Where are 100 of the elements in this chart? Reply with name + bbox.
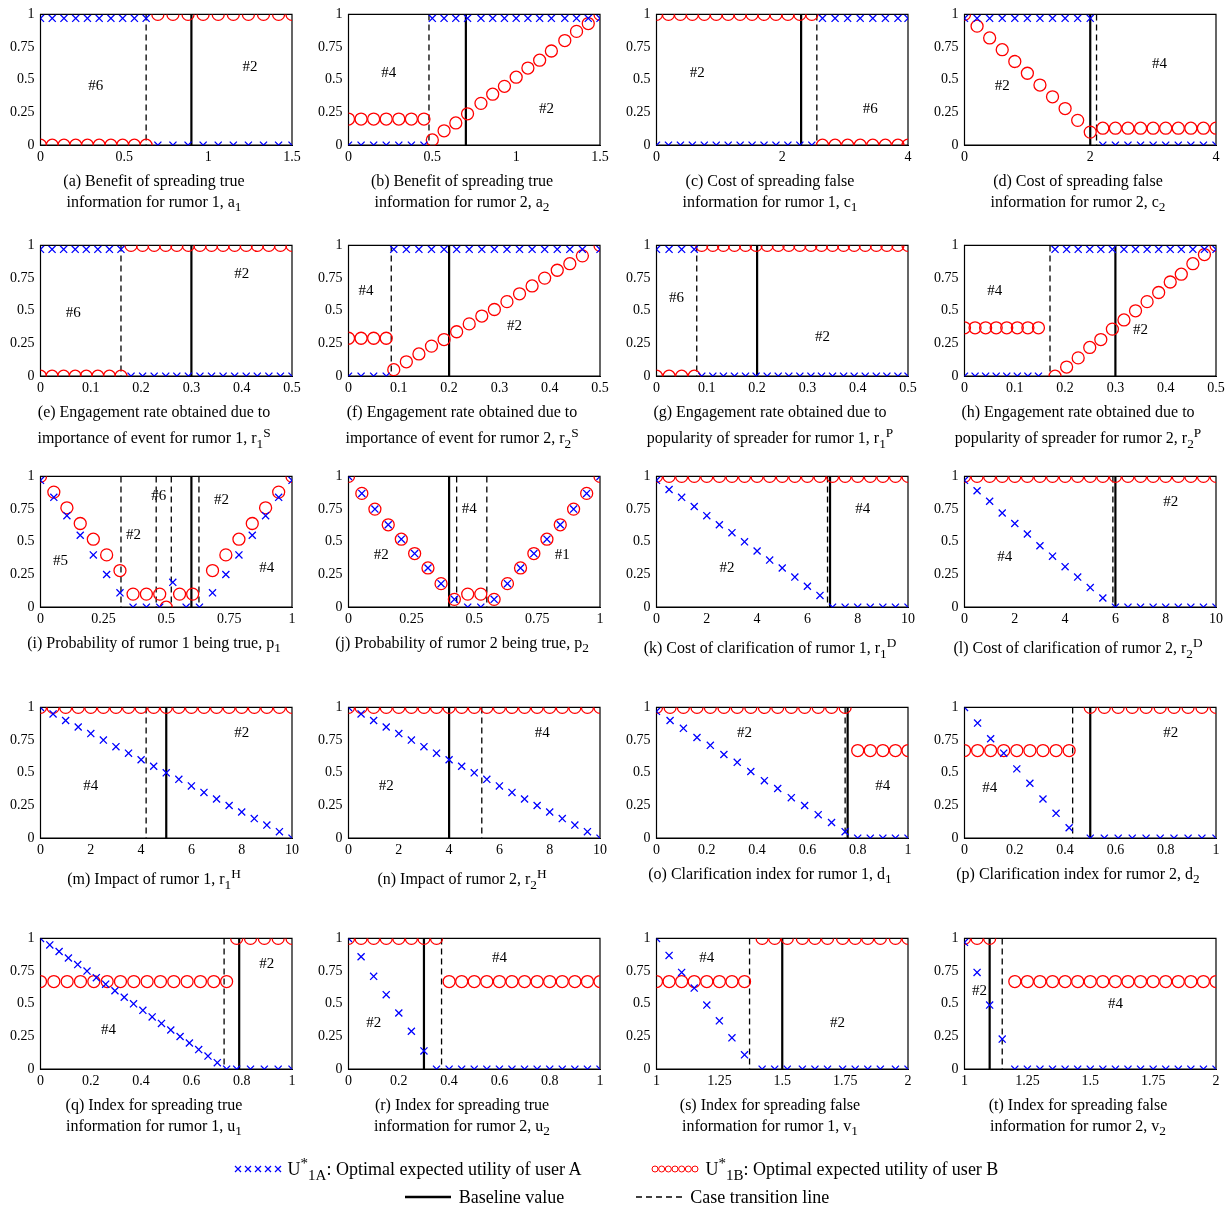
x-tick-label: 0.8 xyxy=(1156,842,1175,858)
y-tick-label: 0.75 xyxy=(10,731,35,747)
point xyxy=(876,743,890,758)
x-tick-label: 0.6 xyxy=(798,842,817,858)
x-tick-label: 6 xyxy=(187,842,195,858)
x-tick-label: 2 xyxy=(87,842,95,858)
y-tick-label: 1 xyxy=(643,699,651,715)
x-tick-label: 2 xyxy=(1212,1073,1220,1089)
point xyxy=(465,245,474,254)
point xyxy=(1154,245,1163,254)
point xyxy=(1105,322,1120,336)
point xyxy=(219,974,234,989)
point xyxy=(1010,14,1019,23)
point xyxy=(800,801,809,810)
point xyxy=(983,31,997,45)
point xyxy=(727,1033,737,1042)
point xyxy=(1094,332,1108,347)
annotation: #4 xyxy=(699,948,715,965)
point xyxy=(224,801,234,810)
point xyxy=(1049,743,1063,758)
point xyxy=(507,788,517,797)
point xyxy=(790,572,800,582)
point xyxy=(1197,247,1212,262)
point xyxy=(402,245,411,254)
x-tick-label: 1 xyxy=(204,149,212,165)
point xyxy=(706,741,715,750)
point xyxy=(1186,257,1200,271)
x-tick-label: 0.2 xyxy=(440,380,458,396)
point xyxy=(543,974,557,989)
y-tick-label: 0.25 xyxy=(626,566,651,582)
point xyxy=(553,245,562,254)
point xyxy=(245,516,259,531)
x-tick-label: 1.5 xyxy=(283,149,301,165)
y-tick-label: 0 xyxy=(951,598,959,614)
y-tick-label: 0 xyxy=(27,136,35,152)
point xyxy=(997,743,1011,758)
point xyxy=(407,1027,416,1036)
x-tick-label: 0.8 xyxy=(232,1073,251,1089)
x-tick-label: 0.4 xyxy=(540,380,559,396)
point xyxy=(523,14,533,23)
y-tick-label: 0 xyxy=(335,598,343,614)
annotation: #4 xyxy=(855,500,871,517)
point xyxy=(450,325,464,339)
y-tick-label: 0.25 xyxy=(318,104,343,120)
point xyxy=(1045,90,1060,104)
point xyxy=(765,555,774,565)
y-tick-label: 0.25 xyxy=(318,797,343,813)
y-tick-label: 0.25 xyxy=(10,1028,35,1044)
point xyxy=(492,974,507,989)
point xyxy=(583,827,592,836)
y-tick-label: 0 xyxy=(643,367,651,383)
point xyxy=(476,14,486,23)
point xyxy=(968,321,982,335)
point xyxy=(237,807,246,817)
point xyxy=(1058,101,1072,116)
x-tick-label: 0.5 xyxy=(591,380,609,396)
x-tick-label: 8 xyxy=(546,842,554,858)
point xyxy=(1045,974,1060,989)
point xyxy=(550,263,564,277)
point xyxy=(1142,245,1152,254)
annotation: #2 xyxy=(234,724,250,741)
x-tick-label: 1 xyxy=(512,149,520,165)
point xyxy=(581,16,595,31)
annotation: #2 xyxy=(373,545,389,562)
annotation: #4 xyxy=(491,948,508,965)
x-tick-label: 0.2 xyxy=(82,1073,100,1089)
x-tick-label: 0.6 xyxy=(182,1073,201,1089)
annotation: #4 xyxy=(381,64,397,81)
point xyxy=(110,986,120,995)
x-tick-label: 6 xyxy=(495,842,503,858)
point xyxy=(168,578,177,587)
legend-label: Case transition line xyxy=(690,1186,830,1208)
point xyxy=(535,14,544,23)
annotation: #4 xyxy=(875,776,891,793)
x-tick-label: 0.1 xyxy=(1006,380,1024,396)
y-tick-label: 1 xyxy=(27,699,35,715)
point xyxy=(1025,779,1035,788)
point xyxy=(1059,360,1074,374)
x-tick-label: 0.2 xyxy=(390,1073,408,1089)
x-tick-label: 0.1 xyxy=(390,380,408,396)
annotation: #2 xyxy=(719,558,735,575)
point xyxy=(1096,121,1110,135)
point xyxy=(115,588,125,597)
point xyxy=(82,966,92,976)
point xyxy=(129,999,138,1008)
y-tick-label: 0.75 xyxy=(318,500,343,516)
y-tick-label: 0.75 xyxy=(10,962,35,978)
point xyxy=(199,788,209,797)
point xyxy=(740,537,749,546)
x-tick-label: 0.3 xyxy=(182,380,201,396)
point xyxy=(517,974,532,989)
x-tick-label: 0.25 xyxy=(399,611,424,627)
point xyxy=(547,14,556,23)
x-tick-label: 0.2 xyxy=(1006,842,1024,858)
x-tick-label: 1.25 xyxy=(1015,1073,1040,1089)
y-tick-label: 0 xyxy=(951,136,959,152)
x-tick-label: 1.5 xyxy=(773,1073,791,1089)
point xyxy=(64,953,73,963)
x-tick-label: 6 xyxy=(803,611,811,627)
x-tick-label: 1.5 xyxy=(591,149,609,165)
